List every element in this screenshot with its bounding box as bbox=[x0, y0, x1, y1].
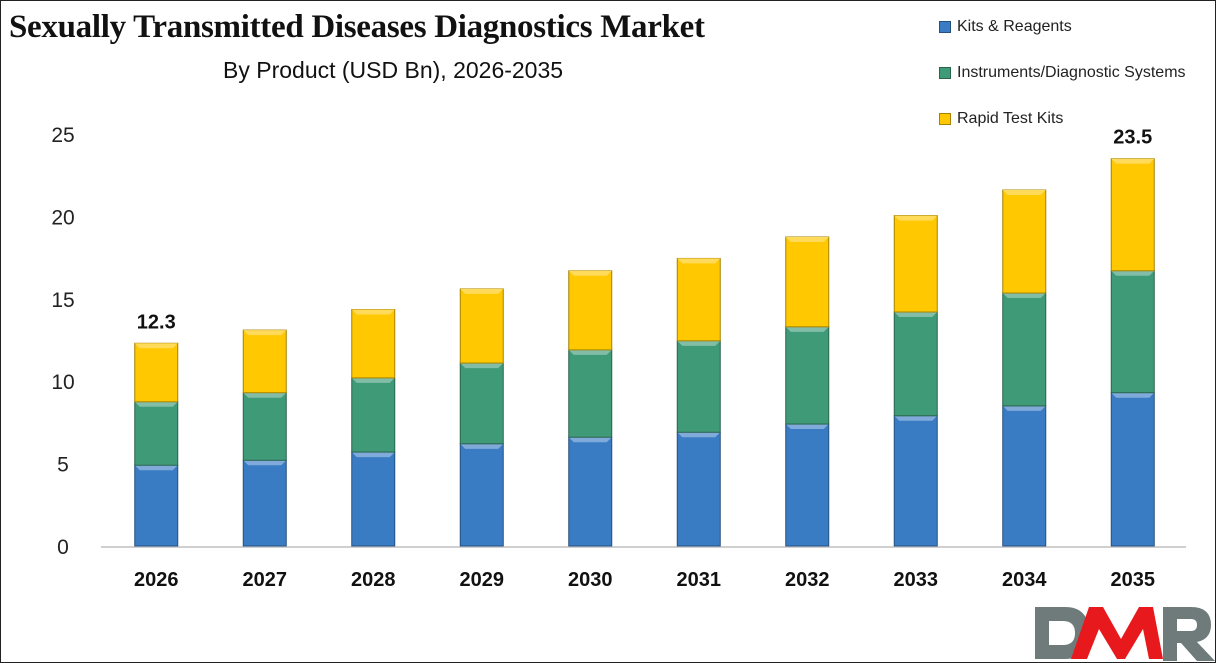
bar-segment-rapid-test-kits bbox=[1110, 158, 1155, 272]
bar-bevel bbox=[1002, 405, 1046, 411]
y-tick-label: 25 bbox=[51, 124, 74, 147]
y-tick-label: 20 bbox=[51, 206, 74, 229]
bar-bevel bbox=[460, 288, 504, 294]
bar-segment-kits-reagents bbox=[351, 451, 396, 547]
bar-bevel bbox=[1111, 392, 1155, 398]
x-tick-label: 2033 bbox=[894, 569, 939, 591]
legend-label: Kits & Reagents bbox=[957, 18, 1072, 35]
bar-segment-rapid-test-kits bbox=[1002, 189, 1047, 294]
legend-item-instruments: Instruments/Diagnostic Systems bbox=[939, 64, 1186, 82]
x-tick-label: 2030 bbox=[568, 569, 613, 591]
bar-bevel bbox=[134, 401, 178, 407]
bar-segment-instruments-diagnostic-systems bbox=[785, 326, 830, 425]
x-tick-label: 2031 bbox=[677, 569, 722, 591]
x-tick-label: 2029 bbox=[460, 569, 505, 591]
bar-segment-instruments-diagnostic-systems bbox=[242, 392, 287, 461]
bar-bevel bbox=[785, 326, 829, 332]
x-tick-label: 2027 bbox=[243, 569, 288, 591]
y-tick-label: 5 bbox=[57, 454, 69, 477]
bar-bevel bbox=[1002, 190, 1046, 196]
bar-segment-kits-reagents bbox=[568, 436, 613, 547]
bar-segment-kits-reagents bbox=[242, 459, 287, 547]
bar-segment-rapid-test-kits bbox=[242, 329, 287, 394]
data-label: 12.3 bbox=[137, 311, 176, 333]
data-label: 23.5 bbox=[1113, 127, 1152, 149]
y-tick-label: 10 bbox=[51, 371, 74, 394]
bar-bevel bbox=[1111, 270, 1155, 276]
bar-bevel bbox=[460, 363, 504, 369]
y-tick-label: 0 bbox=[57, 536, 69, 559]
bar-bevel bbox=[894, 215, 938, 221]
x-tick-label: 2028 bbox=[351, 569, 396, 591]
x-tick-label: 2034 bbox=[1002, 569, 1047, 591]
bar-bevel bbox=[568, 437, 612, 443]
bar-bevel bbox=[568, 349, 612, 355]
bar-segment-instruments-diagnostic-systems bbox=[893, 311, 938, 417]
bar-bevel bbox=[677, 258, 721, 264]
x-tick-label: 2035 bbox=[1111, 569, 1156, 591]
bar-segment-rapid-test-kits bbox=[351, 309, 396, 379]
bar-segment-instruments-diagnostic-systems bbox=[1110, 270, 1155, 394]
bar-bevel bbox=[785, 424, 829, 430]
bar-segment-instruments-diagnostic-systems bbox=[676, 340, 721, 433]
bar-segment-kits-reagents bbox=[459, 443, 504, 547]
bar-bevel bbox=[894, 311, 938, 317]
chart-subtitle: By Product (USD Bn), 2026-2035 bbox=[223, 57, 564, 83]
bar-segment-rapid-test-kits bbox=[568, 270, 613, 351]
bar-segment-rapid-test-kits bbox=[134, 342, 179, 403]
legend-label: Rapid Test Kits bbox=[957, 110, 1064, 127]
bar-segment-rapid-test-kits bbox=[459, 288, 504, 364]
bar-segment-rapid-test-kits bbox=[676, 257, 721, 342]
legend-label: Instruments/Diagnostic Systems bbox=[957, 64, 1186, 81]
bar-segment-rapid-test-kits bbox=[785, 236, 830, 328]
bar-segment-instruments-diagnostic-systems bbox=[568, 349, 613, 438]
dmr-logo bbox=[1035, 607, 1215, 661]
bar-segment-instruments-diagnostic-systems bbox=[459, 362, 504, 445]
bar-bevel bbox=[1111, 158, 1155, 164]
y-tick-label: 15 bbox=[51, 289, 74, 312]
bar-bevel bbox=[243, 460, 287, 466]
bar-bevel bbox=[243, 392, 287, 398]
bar-bevel bbox=[351, 377, 395, 383]
bar-bevel bbox=[1002, 293, 1046, 299]
legend-item-rapid-test-kits: Rapid Test Kits bbox=[939, 110, 1063, 128]
chart-title: Sexually Transmitted Diseases Diagnostic… bbox=[9, 9, 705, 45]
x-tick-label: 2026 bbox=[134, 569, 179, 591]
bar-segment-instruments-diagnostic-systems bbox=[1002, 292, 1047, 407]
bar-segment-kits-reagents bbox=[1110, 392, 1155, 547]
bar-bevel bbox=[134, 465, 178, 471]
bar-segment-kits-reagents bbox=[1002, 405, 1047, 547]
bar-segment-kits-reagents bbox=[785, 423, 830, 547]
bar-bevel bbox=[351, 309, 395, 315]
bar-segment-rapid-test-kits bbox=[893, 215, 938, 313]
bar-segment-kits-reagents bbox=[893, 415, 938, 547]
bar-bevel bbox=[677, 340, 721, 346]
bar-bevel bbox=[460, 443, 504, 449]
legend-swatch bbox=[939, 113, 951, 125]
bar-bevel bbox=[894, 415, 938, 421]
bar-bevel bbox=[351, 452, 395, 458]
bar-bevel bbox=[785, 237, 829, 242]
bar-segment-instruments-diagnostic-systems bbox=[351, 377, 396, 453]
bar-segment-kits-reagents bbox=[676, 431, 721, 547]
legend-item-kits-reagents: Kits & Reagents bbox=[939, 18, 1072, 36]
bar-segment-kits-reagents bbox=[134, 464, 179, 547]
bar-segment-instruments-diagnostic-systems bbox=[134, 401, 179, 466]
legend-swatch bbox=[939, 21, 951, 33]
bar-bevel bbox=[677, 432, 721, 438]
bar-bevel bbox=[243, 330, 287, 336]
legend-swatch bbox=[939, 67, 951, 79]
bar-bevel bbox=[568, 270, 612, 276]
x-tick-label: 2032 bbox=[785, 569, 830, 591]
bar-bevel bbox=[134, 343, 178, 349]
